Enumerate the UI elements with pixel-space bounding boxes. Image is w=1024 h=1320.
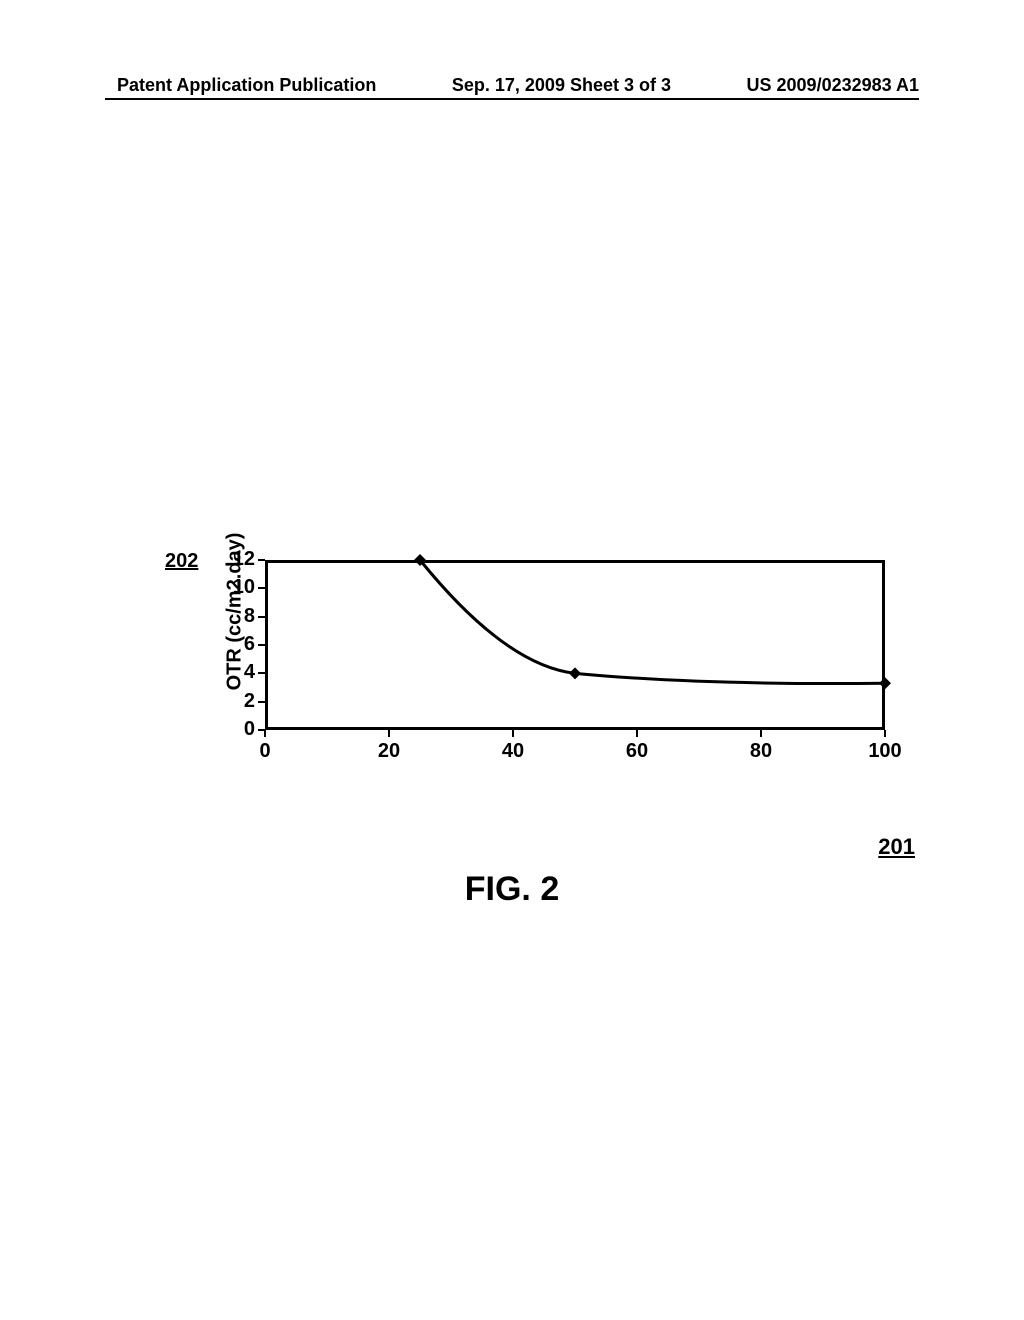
x-tick (264, 730, 266, 737)
header-right: US 2009/0232983 A1 (747, 75, 919, 96)
y-tick (258, 616, 265, 618)
y-tick-label: 2 (225, 690, 255, 713)
data-marker (569, 667, 581, 679)
x-tick-label: 0 (245, 740, 285, 763)
data-marker (879, 677, 891, 689)
y-tick-label: 12 (225, 548, 255, 571)
x-tick (636, 730, 638, 737)
y-tick (258, 559, 265, 561)
x-tick-label: 100 (865, 740, 905, 763)
y-tick-label: 10 (225, 576, 255, 599)
y-tick (258, 644, 265, 646)
header-center: Sep. 17, 2009 Sheet 3 of 3 (452, 75, 671, 96)
y-tick (258, 701, 265, 703)
x-tick-label: 80 (741, 740, 781, 763)
y-axis-reference-label: 202 (165, 550, 198, 573)
y-tick-label: 8 (225, 605, 255, 628)
x-tick-label: 40 (493, 740, 533, 763)
data-curve (420, 560, 885, 684)
patent-header: Patent Application Publication Sep. 17, … (0, 75, 1024, 96)
header-divider (105, 98, 919, 100)
y-tick-label: 0 (225, 718, 255, 741)
y-tick (258, 587, 265, 589)
y-tick (258, 672, 265, 674)
figure-caption: FIG. 2 (0, 870, 1024, 909)
y-tick-label: 4 (225, 661, 255, 684)
data-markers (414, 554, 891, 689)
x-tick (512, 730, 514, 737)
x-tick (388, 730, 390, 737)
x-tick-label: 20 (369, 740, 409, 763)
x-axis-reference-label: 201 (878, 834, 915, 860)
y-tick-label: 6 (225, 633, 255, 656)
x-tick-label: 60 (617, 740, 657, 763)
x-tick (884, 730, 886, 737)
header-left: Patent Application Publication (117, 75, 376, 96)
chart-svg (265, 560, 885, 730)
chart-container: 202 OTR (cc/m2.day) 201 0246810120204060… (170, 560, 930, 800)
x-tick (760, 730, 762, 737)
